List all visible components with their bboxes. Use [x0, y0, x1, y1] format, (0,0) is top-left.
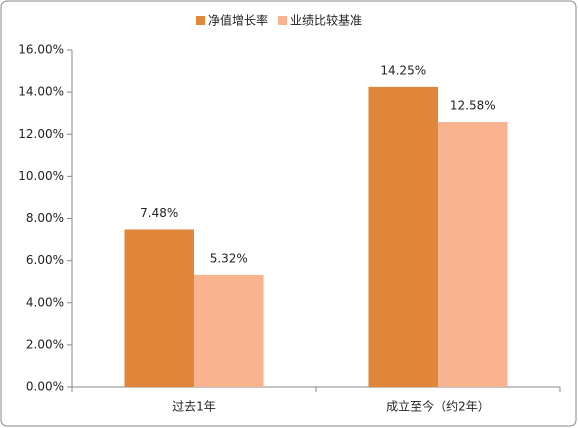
y-tick-label: 16.00% [18, 43, 64, 57]
y-tick-label: 12.00% [18, 127, 64, 141]
y-tick-label: 2.00% [26, 337, 64, 351]
bar [438, 122, 508, 387]
value-label: 5.32% [210, 251, 248, 265]
bar [368, 86, 438, 387]
x-tick-label: 成立至今（约2年） [386, 399, 490, 414]
y-tick-label: 4.00% [26, 295, 64, 309]
value-label: 12.58% [450, 99, 496, 113]
y-tick-label: 10.00% [18, 169, 64, 183]
bar [124, 229, 194, 387]
y-tick-label: 0.00% [26, 380, 64, 394]
legend-label: 净值增长率 [208, 13, 268, 28]
legend-swatch [278, 16, 288, 25]
legend-swatch [196, 16, 205, 25]
value-label: 7.48% [140, 206, 178, 220]
y-tick-label: 14.00% [18, 85, 64, 99]
x-tick-label: 过去1年 [172, 400, 216, 414]
y-tick-label: 8.00% [26, 211, 64, 225]
value-label: 14.25% [380, 63, 426, 77]
legend-label: 业绩比较基准 [290, 13, 362, 28]
bar [194, 274, 264, 387]
y-tick-label: 6.00% [26, 253, 64, 267]
